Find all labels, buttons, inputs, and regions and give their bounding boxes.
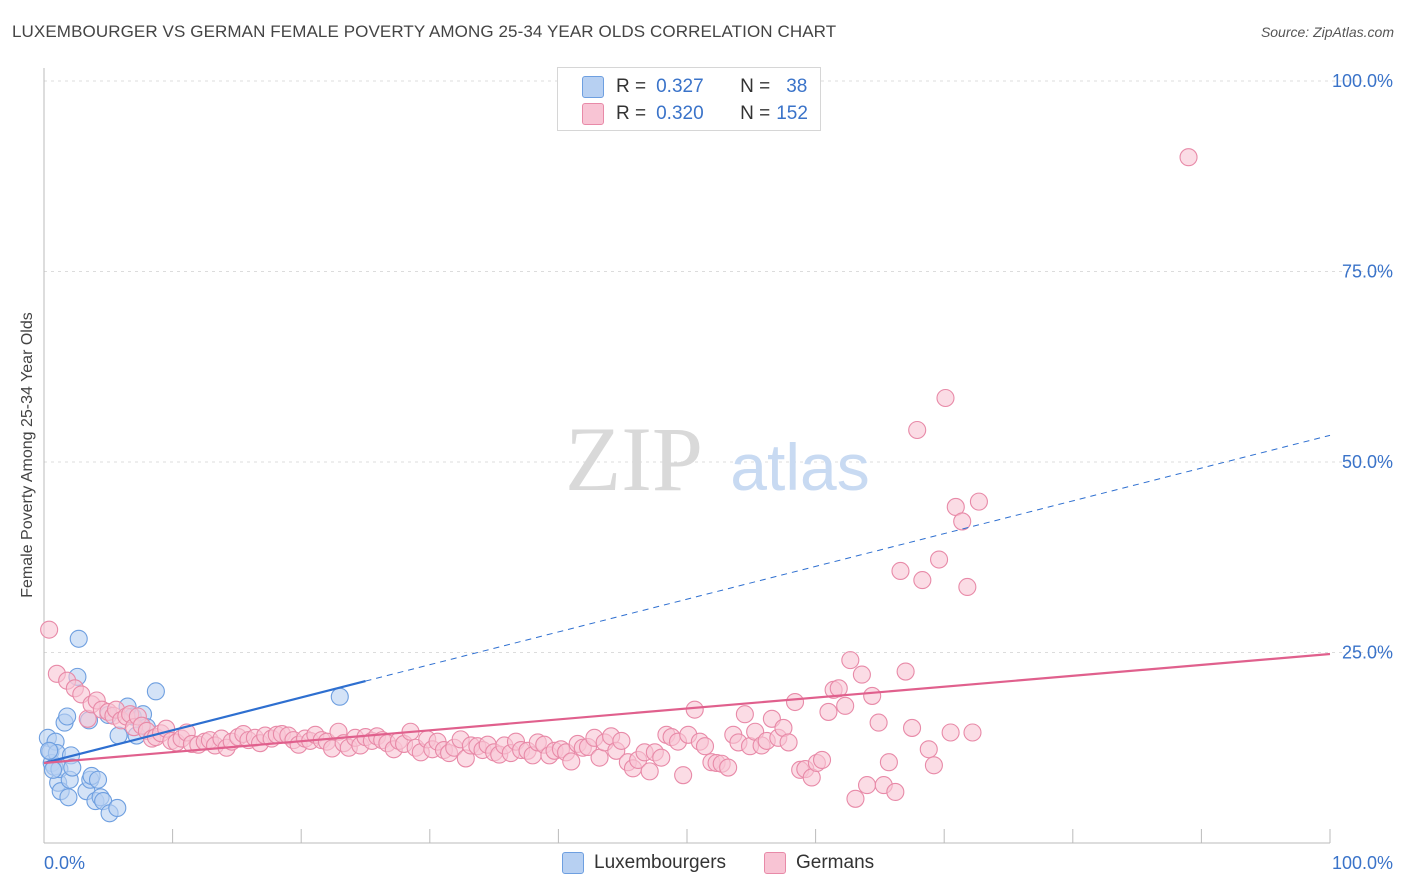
data-point bbox=[829, 679, 848, 698]
data-point bbox=[908, 420, 927, 440]
legend-r-value: 0.320 bbox=[656, 103, 704, 124]
data-point bbox=[846, 789, 865, 808]
data-point bbox=[857, 776, 877, 795]
tick-labels: 25.0% 50.0% 75.0% 100.0% 0.0% 100.0% bbox=[44, 71, 1393, 873]
y-tick-label: 25.0% bbox=[1342, 643, 1393, 663]
data-point bbox=[896, 662, 915, 681]
watermark-zip: ZIP bbox=[565, 408, 703, 510]
data-point bbox=[958, 577, 977, 597]
data-point bbox=[640, 762, 659, 781]
data-point bbox=[819, 702, 838, 721]
data-point bbox=[863, 686, 882, 705]
data-point bbox=[58, 707, 77, 726]
legend-n-value: 152 bbox=[776, 103, 808, 124]
bottom-legend-luxembourgers: Luxembourgers bbox=[562, 852, 726, 874]
y-tick-label: 75.0% bbox=[1342, 262, 1393, 282]
data-point bbox=[40, 620, 59, 639]
data-point bbox=[963, 723, 982, 742]
x-tick-label: 100.0% bbox=[1332, 853, 1393, 873]
data-point bbox=[891, 561, 910, 581]
data-point bbox=[886, 782, 905, 801]
data-point bbox=[836, 696, 855, 715]
data-point bbox=[941, 723, 960, 742]
data-point bbox=[919, 740, 938, 759]
bottom-legend-swatch-germans bbox=[764, 852, 786, 874]
data-point bbox=[1179, 148, 1198, 167]
legend-row-luxembourgers: R = 0.327 N = 38 bbox=[582, 75, 807, 99]
trend-line-luxembourgers bbox=[43, 680, 366, 765]
data-point bbox=[652, 748, 671, 767]
data-point bbox=[43, 760, 63, 779]
data-point bbox=[913, 571, 932, 590]
legend-n-value: 38 bbox=[786, 76, 808, 97]
data-point bbox=[953, 512, 972, 531]
trend-line-germans bbox=[43, 652, 1331, 765]
legend-swatch-luxembourgers bbox=[582, 76, 604, 98]
legend-n-label: N = bbox=[740, 76, 771, 97]
gridlines bbox=[44, 80, 1390, 653]
data-point bbox=[936, 388, 955, 408]
data-point bbox=[69, 629, 88, 648]
trend-lines bbox=[43, 434, 1331, 765]
axes bbox=[43, 68, 1331, 844]
data-point bbox=[330, 687, 349, 706]
data-point bbox=[969, 492, 988, 511]
data-point bbox=[88, 770, 108, 789]
data-point bbox=[869, 713, 888, 732]
data-point bbox=[841, 651, 860, 670]
y-tick-label: 50.0% bbox=[1342, 452, 1393, 472]
legend-swatch-germans bbox=[582, 103, 604, 125]
bottom-legend-label-germans: Germans bbox=[796, 852, 875, 873]
legend-r-label: R = bbox=[616, 103, 647, 124]
data-point bbox=[812, 750, 832, 769]
bottom-legend-label-luxembourgers: Luxembourgers bbox=[594, 852, 727, 873]
source-label: Source: ZipAtlas.com bbox=[1260, 24, 1394, 40]
legend-row-germans: R = 0.320 N = 152 bbox=[582, 102, 808, 126]
data-point bbox=[695, 737, 715, 756]
watermark: ZIP atlas bbox=[565, 408, 870, 510]
data-point bbox=[930, 550, 949, 569]
data-point bbox=[59, 788, 78, 807]
data-point bbox=[779, 733, 798, 752]
y-tick-label: 100.0% bbox=[1332, 71, 1393, 91]
bottom-legend-swatch-luxembourgers bbox=[562, 852, 584, 874]
x-tick-label: 0.0% bbox=[44, 853, 85, 873]
watermark-atlas: atlas bbox=[730, 430, 869, 504]
data-point bbox=[108, 798, 127, 817]
data-point bbox=[40, 741, 59, 760]
data-point bbox=[146, 682, 165, 701]
trend-line-luxembourgers-projection bbox=[365, 434, 1331, 682]
legend-r-value: 0.327 bbox=[656, 76, 704, 97]
bottom-legend-germans: Germans bbox=[764, 852, 874, 874]
data-point bbox=[685, 700, 704, 719]
data-point bbox=[562, 752, 581, 771]
legend-r-label: R = bbox=[616, 76, 647, 97]
data-point bbox=[785, 692, 805, 712]
data-point bbox=[590, 748, 609, 767]
data-point bbox=[902, 718, 922, 737]
data-point bbox=[674, 766, 693, 785]
data-point bbox=[612, 731, 631, 750]
correlation-legend: R = 0.327 N = 38 R = 0.320 N = 152 bbox=[557, 67, 821, 131]
data-point bbox=[879, 753, 898, 772]
data-point bbox=[63, 758, 82, 777]
chart-title: LUXEMBOURGER VS GERMAN FEMALE POVERTY AM… bbox=[12, 22, 837, 41]
data-point bbox=[852, 665, 871, 684]
data-point bbox=[719, 758, 738, 777]
series-germans bbox=[40, 148, 1198, 808]
data-point bbox=[735, 705, 754, 724]
data-point bbox=[924, 756, 943, 775]
legend-n-label: N = bbox=[740, 103, 771, 124]
